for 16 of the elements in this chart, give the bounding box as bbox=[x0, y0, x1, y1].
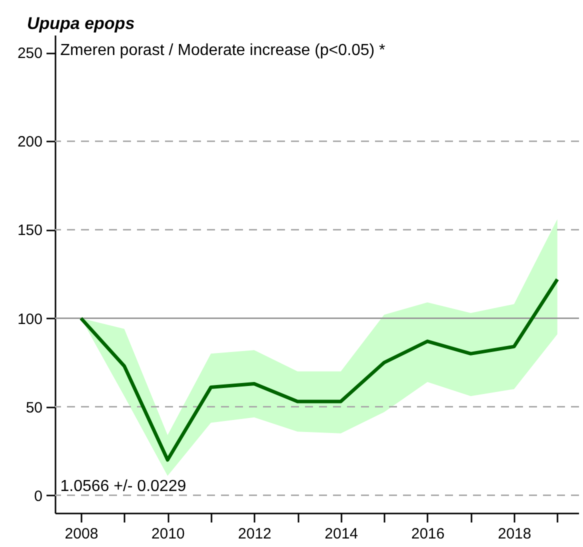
x-tick-label: 2008 bbox=[64, 526, 98, 542]
x-tick-label: 2012 bbox=[238, 526, 272, 542]
annotation: 1.0566 +/- 0.0229 bbox=[60, 478, 186, 495]
y-tick-label: 100 bbox=[17, 310, 42, 328]
x-tick-label: 2018 bbox=[498, 526, 532, 542]
x-tick-label: 2014 bbox=[324, 526, 358, 542]
x-tick-label: 2016 bbox=[411, 526, 445, 542]
annotation: Zmeren porast / Moderate increase (p<0.05) * bbox=[60, 42, 386, 60]
y-tick-label: 50 bbox=[26, 399, 42, 416]
y-tick-label: 150 bbox=[17, 222, 42, 240]
chart-title: Upupa epops bbox=[26, 14, 135, 33]
y-tick-label: 0 bbox=[34, 488, 42, 505]
y-tick-label: 200 bbox=[17, 134, 42, 151]
line-series bbox=[79, 278, 560, 462]
y-tick-label: 250 bbox=[17, 45, 42, 62]
x-tick-label: 2010 bbox=[151, 526, 185, 542]
